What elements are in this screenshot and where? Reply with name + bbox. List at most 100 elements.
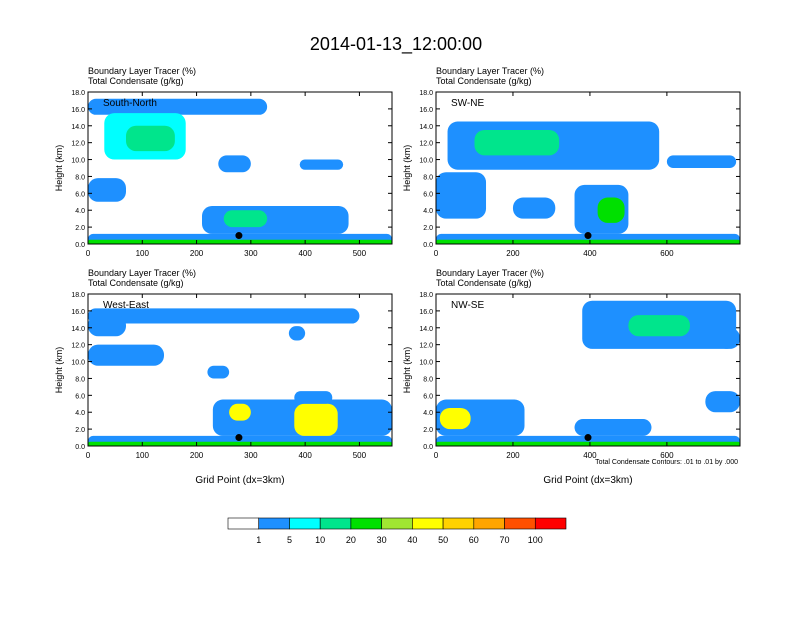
colorbar-swatch	[227, 517, 260, 530]
y-tick-label: 14.0	[71, 326, 85, 333]
x-tick-label: 0	[86, 451, 91, 460]
field-feature-9	[716, 327, 740, 349]
x-tick-label: 500	[353, 249, 367, 258]
field-layer	[88, 98, 392, 244]
y-tick-label: 0.0	[423, 444, 433, 451]
colorbar-label: 40	[407, 535, 417, 545]
field-feature-2	[436, 239, 740, 244]
x-tick-label: 400	[583, 249, 597, 258]
y-tick-label: 12.0	[419, 343, 433, 350]
y-tick-label: 18.0	[419, 90, 433, 97]
field-feature-4	[474, 130, 560, 156]
colorbar-swatch	[381, 517, 413, 530]
x-tick-label: 0	[434, 451, 439, 460]
y-tick-label: 6.0	[75, 393, 85, 400]
field-feature-4	[439, 408, 471, 430]
x-axis-label: Grid Point (dx=3km)	[543, 475, 632, 486]
field-feature-10	[299, 159, 344, 170]
y-tick-label: 14.0	[71, 124, 85, 131]
y-axis-label: Height (km)	[402, 145, 412, 192]
x-axis-label: Grid Point (dx=3km)	[195, 475, 284, 486]
field-feature-9	[512, 197, 556, 219]
panel-title-line1: Boundary Layer Tracer (%)	[88, 268, 196, 278]
colorbar-label: 70	[500, 535, 510, 545]
x-tick-label: 600	[660, 249, 674, 258]
field-feature-10	[207, 365, 230, 379]
panel-label: South-North	[103, 98, 157, 109]
y-tick-label: 16.0	[419, 107, 433, 114]
y-tick-label: 4.0	[75, 410, 85, 417]
field-feature-9	[218, 155, 251, 173]
panel-2: Boundary Layer Tracer (%)Total Condensat…	[402, 66, 741, 258]
field-feature-3	[88, 308, 360, 324]
location-marker	[584, 434, 592, 442]
y-tick-label: 16.0	[71, 107, 85, 114]
panel-3: Boundary Layer Tracer (%)Total Condensat…	[54, 268, 393, 486]
panel-title-line2: Total Condensate (g/kg)	[436, 278, 532, 288]
contour-note: Total Condensate Contours: .01 to .01 by…	[595, 459, 738, 466]
panel-frame	[87, 91, 393, 245]
y-tick-label: 16.0	[71, 309, 85, 316]
panel-title-line1: Boundary Layer Tracer (%)	[88, 66, 196, 76]
panel-title-line2: Total Condensate (g/kg)	[88, 278, 184, 288]
y-tick-label: 14.0	[419, 326, 433, 333]
colorbar-swatch	[350, 517, 382, 530]
x-tick-label: 400	[298, 249, 312, 258]
y-tick-label: 2.0	[423, 225, 433, 232]
y-axis-label: Height (km)	[54, 145, 64, 192]
panel-label: SW-NE	[451, 98, 484, 109]
colorbar-label: 5	[287, 535, 292, 545]
colorbar-swatch	[442, 517, 475, 530]
panel-label: West-East	[103, 300, 149, 311]
field-layer	[88, 308, 392, 446]
panel-title-line1: Boundary Layer Tracer (%)	[436, 268, 544, 278]
x-tick-label: 200	[506, 451, 520, 460]
location-marker	[235, 232, 243, 240]
y-tick-label: 12.0	[419, 141, 433, 148]
y-tick-label: 2.0	[75, 225, 85, 232]
field-feature-8	[705, 391, 740, 413]
x-tick-label: 300	[244, 451, 258, 460]
field-feature-8	[294, 403, 338, 436]
colorbar-label: 100	[528, 535, 543, 545]
y-tick-label: 2.0	[423, 427, 433, 434]
field-feature-2	[436, 441, 740, 446]
y-tick-label: 2.0	[75, 427, 85, 434]
y-tick-label: 6.0	[423, 393, 433, 400]
colorbar-label: 10	[315, 535, 325, 545]
colorbar-swatch	[473, 517, 505, 530]
y-tick-label: 6.0	[75, 191, 85, 198]
x-tick-label: 200	[506, 249, 520, 258]
field-feature-11	[288, 326, 306, 341]
y-tick-label: 14.0	[419, 124, 433, 131]
y-tick-label: 0.0	[423, 242, 433, 249]
field-feature-8	[223, 210, 268, 228]
colorbar-label: 60	[469, 535, 479, 545]
y-tick-label: 10.0	[71, 360, 85, 367]
field-feature-7	[597, 197, 625, 223]
field-feature-6	[88, 178, 126, 202]
colorbar-label: 1	[256, 535, 261, 545]
colorbar-swatch	[534, 517, 567, 530]
panel-title-line1: Boundary Layer Tracer (%)	[436, 66, 544, 76]
field-feature-5	[436, 172, 487, 219]
field-feature-4	[88, 315, 126, 337]
panel-frame	[435, 91, 741, 245]
y-tick-label: 4.0	[75, 208, 85, 215]
y-tick-label: 8.0	[75, 174, 85, 181]
x-tick-label: 100	[136, 249, 150, 258]
field-feature-7	[574, 418, 652, 436]
colorbar-label: 30	[377, 535, 387, 545]
colorbar-swatch	[258, 517, 290, 530]
x-tick-label: 400	[298, 451, 312, 460]
x-tick-label: 0	[86, 249, 91, 258]
panel-title-line2: Total Condensate (g/kg)	[436, 76, 532, 86]
y-tick-label: 12.0	[71, 343, 85, 350]
panel-frame	[435, 293, 741, 447]
y-axis-label: Height (km)	[402, 347, 412, 394]
field-feature-9	[294, 391, 333, 404]
y-axis-label: Height (km)	[54, 347, 64, 394]
x-tick-label: 600	[660, 451, 674, 460]
